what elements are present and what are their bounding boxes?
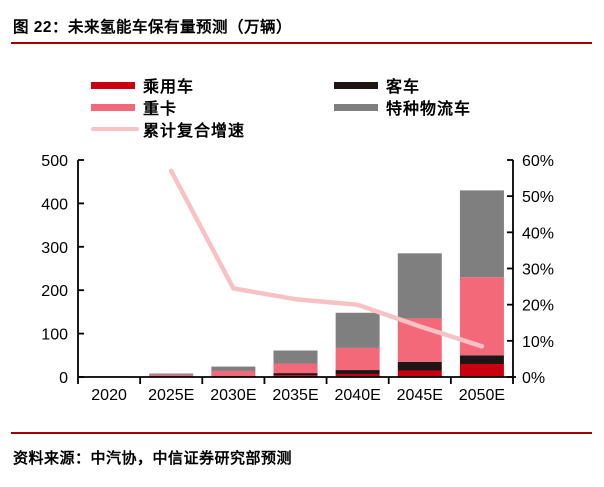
- right-axis-label: 60%: [522, 153, 554, 170]
- bar-segment: [397, 370, 442, 377]
- left-axis-label: 100: [41, 327, 68, 344]
- legend-label: 累计复合增速: [143, 123, 246, 140]
- left-axis-label: 400: [41, 196, 68, 213]
- legend-column-right: 客车 特种物流车: [334, 74, 471, 118]
- x-axis-label: 2035E: [272, 387, 318, 404]
- legend-item-passenger-car: 乘用车: [91, 74, 245, 96]
- legend-item-heavy-truck: 重卡: [91, 96, 245, 118]
- passenger-car-swatch: [91, 81, 135, 89]
- x-axis-label: 2030E: [210, 387, 256, 404]
- bar-segment: [335, 373, 380, 377]
- bar-segment: [335, 312, 380, 348]
- bar-segment: [459, 355, 504, 364]
- bar-segment: [459, 363, 504, 377]
- left-axis-label: 300: [41, 240, 68, 257]
- left-axis-label: 200: [41, 283, 68, 300]
- figure-title: 图 22：未来氢能车保有量预测（万辆）: [13, 19, 293, 36]
- legend-column-left: 乘用车 重卡 累计复合增速: [91, 74, 245, 140]
- bar-segment: [335, 370, 380, 374]
- x-axis-label: 2020: [91, 387, 127, 404]
- legend-item-cagr-line: 累计复合增速: [91, 118, 245, 140]
- title-rule: [11, 42, 592, 44]
- left-axis-label: 0: [59, 370, 68, 387]
- bar-segment: [397, 253, 442, 319]
- right-axis-label: 10%: [522, 334, 554, 351]
- x-axis-label: 2050E: [459, 387, 505, 404]
- bar-segment: [273, 373, 318, 376]
- legend-label: 乘用车: [143, 79, 195, 96]
- bar-segment: [273, 350, 318, 364]
- legend-item-logistics: 特种物流车: [334, 96, 471, 118]
- legend-label: 特种物流车: [386, 101, 472, 118]
- right-axis-label: 40%: [522, 225, 554, 242]
- bar-segment: [335, 347, 380, 371]
- heavy-truck-swatch: [91, 103, 135, 111]
- x-axis-label: 2040E: [335, 387, 381, 404]
- right-axis-label: 30%: [522, 262, 554, 279]
- source-note: 资料来源：中汽协，中信证券研究部预测: [13, 450, 293, 467]
- growth-line: [168, 168, 485, 349]
- bar-segment: [149, 374, 194, 377]
- logistics-swatch: [334, 103, 378, 111]
- x-axis-label: 2025E: [148, 387, 194, 404]
- right-axis-label: 0%: [522, 370, 545, 387]
- source-rule: [11, 432, 592, 434]
- x-axis-label: 2045E: [397, 387, 443, 404]
- legend-label: 重卡: [143, 101, 178, 118]
- bar-segment: [459, 190, 504, 278]
- left-axis-label: 500: [41, 153, 68, 170]
- bar-segment: [397, 361, 442, 371]
- bar-segment: [273, 363, 318, 374]
- bar-segment: [149, 373, 194, 375]
- bar-segment: [211, 370, 256, 377]
- bus-swatch: [334, 81, 378, 89]
- right-axis-label: 20%: [522, 298, 554, 315]
- bar-segment: [211, 366, 256, 371]
- legend-item-bus: 客车: [334, 74, 471, 96]
- legend-label: 客车: [386, 79, 421, 96]
- cagr-line-swatch: [91, 127, 139, 131]
- right-axis-label: 50%: [522, 189, 554, 206]
